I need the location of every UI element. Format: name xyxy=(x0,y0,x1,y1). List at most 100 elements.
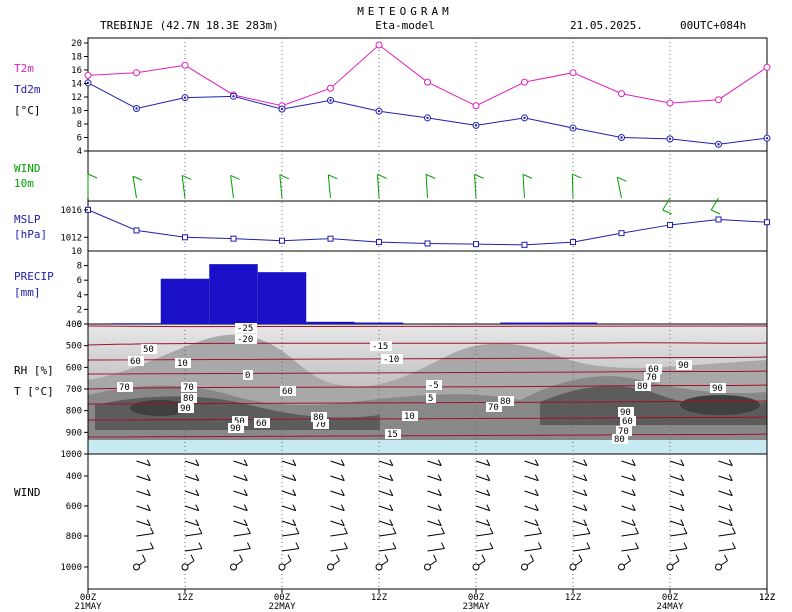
wind-profile-barb xyxy=(475,533,493,537)
wind-profile-feather xyxy=(631,474,636,481)
wind-profile-barb xyxy=(621,490,636,497)
wind-profile-barb xyxy=(718,520,733,527)
wind10-barb xyxy=(474,174,477,199)
rh-contour-label-bg xyxy=(612,434,628,444)
wind-profile-barb xyxy=(233,548,251,552)
wind10-barb-feather xyxy=(425,173,436,179)
temp-contour-label-bg xyxy=(426,380,442,390)
wind-profile-feather xyxy=(146,474,151,481)
td2m-point-dot xyxy=(765,136,769,140)
wind10-barb-feather xyxy=(711,209,721,215)
wind-profile-barb xyxy=(378,520,393,527)
wind10-barb-feather xyxy=(617,176,627,182)
rh-contour-label: 80 xyxy=(500,397,511,407)
wind-profile-barb xyxy=(184,460,199,467)
td2m-point-dot xyxy=(474,124,478,127)
temp-ytick-label: 12 xyxy=(71,93,82,103)
td2m-point-dot xyxy=(668,137,672,141)
calm-circle xyxy=(278,563,286,571)
wind-profile-feather xyxy=(343,542,348,549)
wind-profile-feather xyxy=(195,459,200,466)
wind-profile-feather xyxy=(631,504,636,511)
td2m-line xyxy=(87,82,768,145)
t2m-point xyxy=(569,69,577,77)
rh-contour-label: 70 xyxy=(315,420,326,430)
wind-profile-barb xyxy=(427,548,445,552)
wind-profile-barb xyxy=(330,490,345,497)
rh-contour-label: 60 xyxy=(130,357,141,367)
wind-profile-feather xyxy=(680,519,685,526)
wind-profile-feather xyxy=(384,554,389,561)
rh-contour-label: 70 xyxy=(618,427,629,437)
wind-profile-feather xyxy=(389,519,394,526)
rh-contour-label-bg xyxy=(181,382,197,392)
temp-contour-label: 0 xyxy=(245,371,250,381)
wind-profile-barb xyxy=(233,533,251,537)
date-label: 23MAY xyxy=(462,602,490,612)
mslp-plot xyxy=(85,206,770,248)
wind-profile-barb xyxy=(184,490,199,497)
td2m-point-dot xyxy=(329,99,332,102)
rh-contour-label: 50 xyxy=(143,345,154,355)
wind-profile-feather xyxy=(534,489,539,496)
wind-profile-feather xyxy=(440,542,445,549)
wind10-barb xyxy=(132,176,137,199)
wind-profile-feather xyxy=(340,519,345,526)
rh-contour-label: 60 xyxy=(282,387,293,397)
calm-circle xyxy=(230,563,237,571)
wind-profile-feather xyxy=(146,504,151,511)
rh-contour-label-bg xyxy=(228,423,244,433)
td2m-label: Td2m xyxy=(14,83,41,96)
rh-contour-label: 90 xyxy=(230,424,241,434)
wind-profile-feather xyxy=(489,542,494,549)
wind-profile-feather xyxy=(586,527,591,534)
wind10-barb-feather xyxy=(662,209,672,215)
wind-profile-feather xyxy=(389,489,394,496)
wind-profile-feather xyxy=(195,519,200,526)
wind-profile-barb xyxy=(718,505,733,512)
wind-profile-feather xyxy=(578,554,583,561)
temp-ytick-label: 6 xyxy=(77,134,82,144)
wind-profile-feather xyxy=(243,489,248,496)
rh-contour-label-bg xyxy=(254,418,270,428)
temp-ytick-label: 16 xyxy=(71,66,82,76)
wind10-barb-feather xyxy=(279,174,290,180)
calm-circle xyxy=(618,563,625,571)
wind-profile-feather xyxy=(728,504,733,511)
wind-profile-barb xyxy=(475,475,490,482)
wind-profile-feather xyxy=(195,504,200,511)
wind-profile-feather xyxy=(287,554,292,561)
wind-profile-barb xyxy=(330,548,348,552)
precip-bar xyxy=(160,278,210,324)
wind-profile-barb xyxy=(621,475,636,482)
mslp-point xyxy=(570,239,576,246)
precip-bar xyxy=(548,322,598,324)
wind-profile-feather xyxy=(146,519,151,526)
wind-profile-feather xyxy=(731,542,736,549)
rh-contour-label: 70 xyxy=(488,403,499,413)
wind-profile-feather xyxy=(343,527,348,534)
precip-unit-label: [mm] xyxy=(14,286,41,299)
wind-profile-barb xyxy=(281,505,296,512)
windprof-ytick-label: 800 xyxy=(66,532,82,542)
precip-ytick-label: 6 xyxy=(77,276,82,286)
wind-profile-barb xyxy=(281,548,299,552)
wind-profile-barb xyxy=(378,548,396,552)
td2m-point-dot xyxy=(717,143,720,146)
temp-ytick-label: 4 xyxy=(77,147,82,157)
wind-profile-barb xyxy=(475,520,490,527)
date-label: 21MAY xyxy=(74,602,102,612)
wind-profile-barb xyxy=(524,533,542,537)
wind-profile-feather xyxy=(680,459,685,466)
calm-circle xyxy=(472,563,480,571)
wind10-sub-label: 10m xyxy=(14,177,34,190)
mslp-point xyxy=(715,216,722,223)
precip-bar xyxy=(354,322,404,324)
rh-contour-label-bg xyxy=(128,356,144,366)
wind-profile-barb xyxy=(184,475,199,482)
wind-profile-barb xyxy=(233,460,248,467)
precip-bar xyxy=(257,272,307,324)
rh-contour-label-bg xyxy=(280,386,296,396)
t2m-point xyxy=(666,99,674,107)
wind-profile-feather xyxy=(583,504,588,511)
